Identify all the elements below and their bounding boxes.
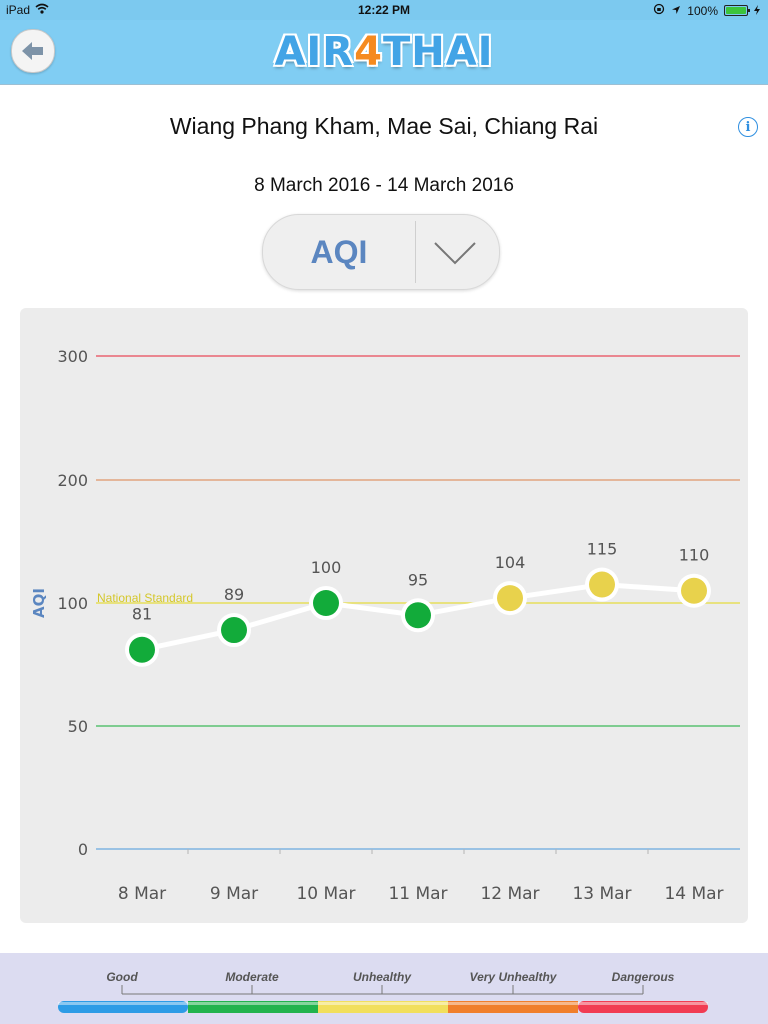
aqi-level-legend: Good Moderate Unhealthy Very Unhealthy Dange… xyxy=(0,953,768,1024)
location-arrow-icon xyxy=(671,4,681,18)
air4thai-logo: AIR4THAI xyxy=(274,26,494,78)
data-point xyxy=(221,617,247,644)
scale-gloss xyxy=(58,1002,708,1005)
back-arrow-icon xyxy=(22,42,43,60)
y-tick-label: 200 xyxy=(57,471,88,490)
x-tick-label: 13 Mar xyxy=(572,884,631,904)
rotation-lock-icon xyxy=(653,3,665,18)
aqi-chart-svg: National Standard 0 50 100 200 300 AQI 8 Mar 9 M… xyxy=(30,347,740,904)
data-value-label: 100 xyxy=(311,558,342,577)
back-button[interactable] xyxy=(11,29,55,73)
y-tick-label: 0 xyxy=(78,840,88,859)
data-point xyxy=(313,590,339,616)
pollutant-selector[interactable]: AQI xyxy=(262,214,500,290)
data-point xyxy=(129,636,155,663)
info-icon[interactable]: i xyxy=(738,117,758,137)
legend-level-label: Moderate xyxy=(225,970,279,984)
y-tick-label: 100 xyxy=(57,594,88,613)
y-tick-label: 50 xyxy=(68,717,88,736)
charging-icon xyxy=(754,4,760,18)
data-point xyxy=(405,602,431,629)
data-point xyxy=(589,571,615,598)
battery-icon xyxy=(724,5,750,16)
clock: 12:22 PM xyxy=(357,3,411,17)
legend-level-label: Dangerous xyxy=(612,970,675,984)
data-value-label: 104 xyxy=(495,553,526,572)
device-name: iPad xyxy=(6,3,31,17)
wifi-icon xyxy=(35,3,49,17)
logo-text-thai: THAI xyxy=(382,29,494,75)
x-tick-label: 9 Mar xyxy=(210,884,258,904)
battery-percent: 100% xyxy=(687,3,718,18)
reference-line-label: National Standard xyxy=(97,591,193,605)
y-tick-label: 300 xyxy=(57,347,88,366)
legend-level-label: Very Unhealthy xyxy=(470,970,558,984)
legend-level-label: Unhealthy xyxy=(353,970,412,984)
scale-segment xyxy=(448,1001,578,1013)
scale-segment xyxy=(578,1001,708,1013)
selected-pollutant: AQI xyxy=(310,234,368,270)
data-value-label: 89 xyxy=(224,585,244,604)
logo-text-4: 4 xyxy=(354,29,383,75)
chevron-down-icon xyxy=(434,242,476,265)
scale-segment xyxy=(318,1001,448,1013)
data-point xyxy=(681,577,707,604)
x-tick-label: 11 Mar xyxy=(388,884,447,904)
x-tick-label: 12 Mar xyxy=(480,884,539,904)
aqi-scale-bar: Good Moderate Unhealthy Very Unhealthy Dange… xyxy=(58,970,708,1013)
x-tick-label: 8 Mar xyxy=(118,884,166,904)
selector-divider xyxy=(415,221,416,283)
data-value-label: 115 xyxy=(587,540,618,559)
data-point xyxy=(497,585,523,612)
legend-level-label: Good xyxy=(106,970,138,984)
data-value-label: 110 xyxy=(679,546,710,565)
y-axis-label: AQI xyxy=(30,588,48,618)
data-value-label: 95 xyxy=(408,570,428,589)
x-tick-label: 10 Mar xyxy=(296,884,355,904)
logo-text-air: AIR xyxy=(274,29,355,75)
aqi-chart: National Standard 0 50 100 200 300 AQI 8 Mar 9 M… xyxy=(20,308,748,923)
x-tick-label: 14 Mar xyxy=(664,884,723,904)
status-bar: iPad 12:22 PM 100% xyxy=(0,0,768,20)
date-range: 8 March 2016 - 14 March 2016 xyxy=(254,175,514,196)
station-title: Wiang Phang Kham, Mae Sai, Chiang Rai xyxy=(169,113,599,139)
data-value-label: 81 xyxy=(132,605,152,624)
scale-segment xyxy=(58,1001,188,1013)
scale-segment xyxy=(188,1001,318,1013)
app-header: AIR4THAI xyxy=(0,20,768,85)
